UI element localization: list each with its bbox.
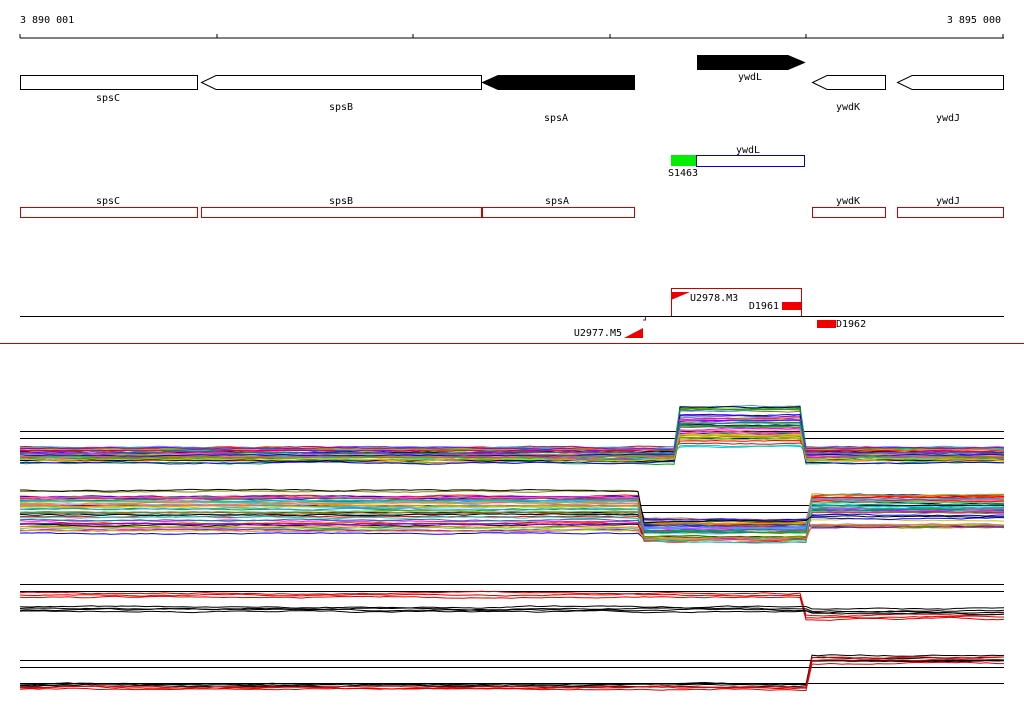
expression-trace — [19, 607, 1005, 614]
expression-trace — [19, 408, 1005, 451]
segment-label: U2977.M5 — [574, 328, 622, 339]
expression-trace — [20, 436, 1005, 459]
expression-trace — [19, 607, 1005, 613]
segment-flag — [671, 292, 690, 300]
ruler — [19, 34, 1004, 39]
expression-trace — [19, 590, 1005, 617]
expression-trace — [19, 654, 1005, 686]
gene-arrow — [811, 75, 886, 90]
segment-line — [671, 288, 802, 316]
region-box — [482, 207, 635, 218]
expression-trace — [19, 489, 1005, 539]
region-label: ywdJ — [936, 196, 960, 207]
expression-trace — [19, 500, 1005, 541]
feature-box — [671, 155, 696, 166]
expression-trace — [19, 421, 1005, 451]
gene-box — [20, 75, 198, 90]
gene-arrow — [697, 55, 806, 70]
segment-label: D1962 — [836, 319, 866, 330]
expression-trace — [19, 656, 1005, 687]
gene-arrow — [481, 75, 635, 90]
expression-trace — [19, 418, 1005, 451]
gene-label: ywdJ — [936, 113, 960, 124]
expression-trace — [19, 419, 1005, 451]
expression-trace — [19, 407, 1004, 451]
gene-label: ywdK — [836, 102, 860, 113]
segment-step — [643, 317, 646, 321]
feature-label: ywdL — [736, 145, 760, 156]
ruler-end: 3 895 000 — [947, 15, 1001, 26]
expression-trace — [19, 595, 1005, 621]
expression-traces — [19, 404, 1005, 692]
expression-trace — [20, 433, 1005, 462]
expression-trace — [19, 497, 1005, 529]
expression-trace — [19, 404, 1005, 450]
feature-box — [696, 155, 805, 167]
expression-trace — [19, 406, 1005, 463]
gene-label: spsB — [329, 102, 353, 113]
expression-trace — [19, 523, 1004, 540]
expression-trace — [19, 495, 1005, 541]
segment-flag — [624, 328, 643, 338]
region-box — [897, 207, 1004, 218]
expression-trace — [20, 499, 1005, 530]
expression-trace — [19, 502, 1005, 532]
gene-label: spsA — [544, 113, 568, 124]
expression-trace — [19, 605, 1005, 610]
expression-trace — [19, 505, 1005, 526]
region-box — [20, 207, 198, 218]
region-label: spsC — [96, 196, 120, 207]
region-box — [201, 207, 482, 218]
expression-trace — [19, 417, 1005, 452]
expression-trace — [19, 432, 1005, 465]
segment-label: D1961 — [749, 301, 779, 312]
region-box — [812, 207, 886, 218]
feature-label: S1463 — [668, 168, 698, 179]
expression-trace — [19, 609, 1005, 616]
gene-arrow — [896, 75, 1004, 90]
expression-trace — [20, 488, 1004, 524]
expression-trace — [19, 497, 1004, 542]
expression-trace — [19, 593, 1004, 619]
gene-label: ywdL — [738, 72, 762, 83]
region-label: ywdK — [836, 196, 860, 207]
segment-marker — [782, 302, 801, 310]
expression-trace — [19, 523, 1005, 539]
region-label: spsB — [329, 196, 353, 207]
expression-trace — [19, 518, 1004, 529]
expression-trace — [19, 661, 1004, 692]
segment-label: U2978.M3 — [690, 293, 738, 304]
ruler-start: 3 890 001 — [20, 15, 74, 26]
expression-trace — [19, 493, 1004, 529]
region-label: spsA — [545, 196, 569, 207]
segment-gap — [645, 317, 815, 343]
expression-trace — [19, 413, 1005, 457]
gene-label: spsC — [96, 93, 120, 104]
gene-arrow — [200, 75, 482, 90]
expression-trace — [19, 421, 1005, 455]
segment-marker — [817, 320, 836, 328]
